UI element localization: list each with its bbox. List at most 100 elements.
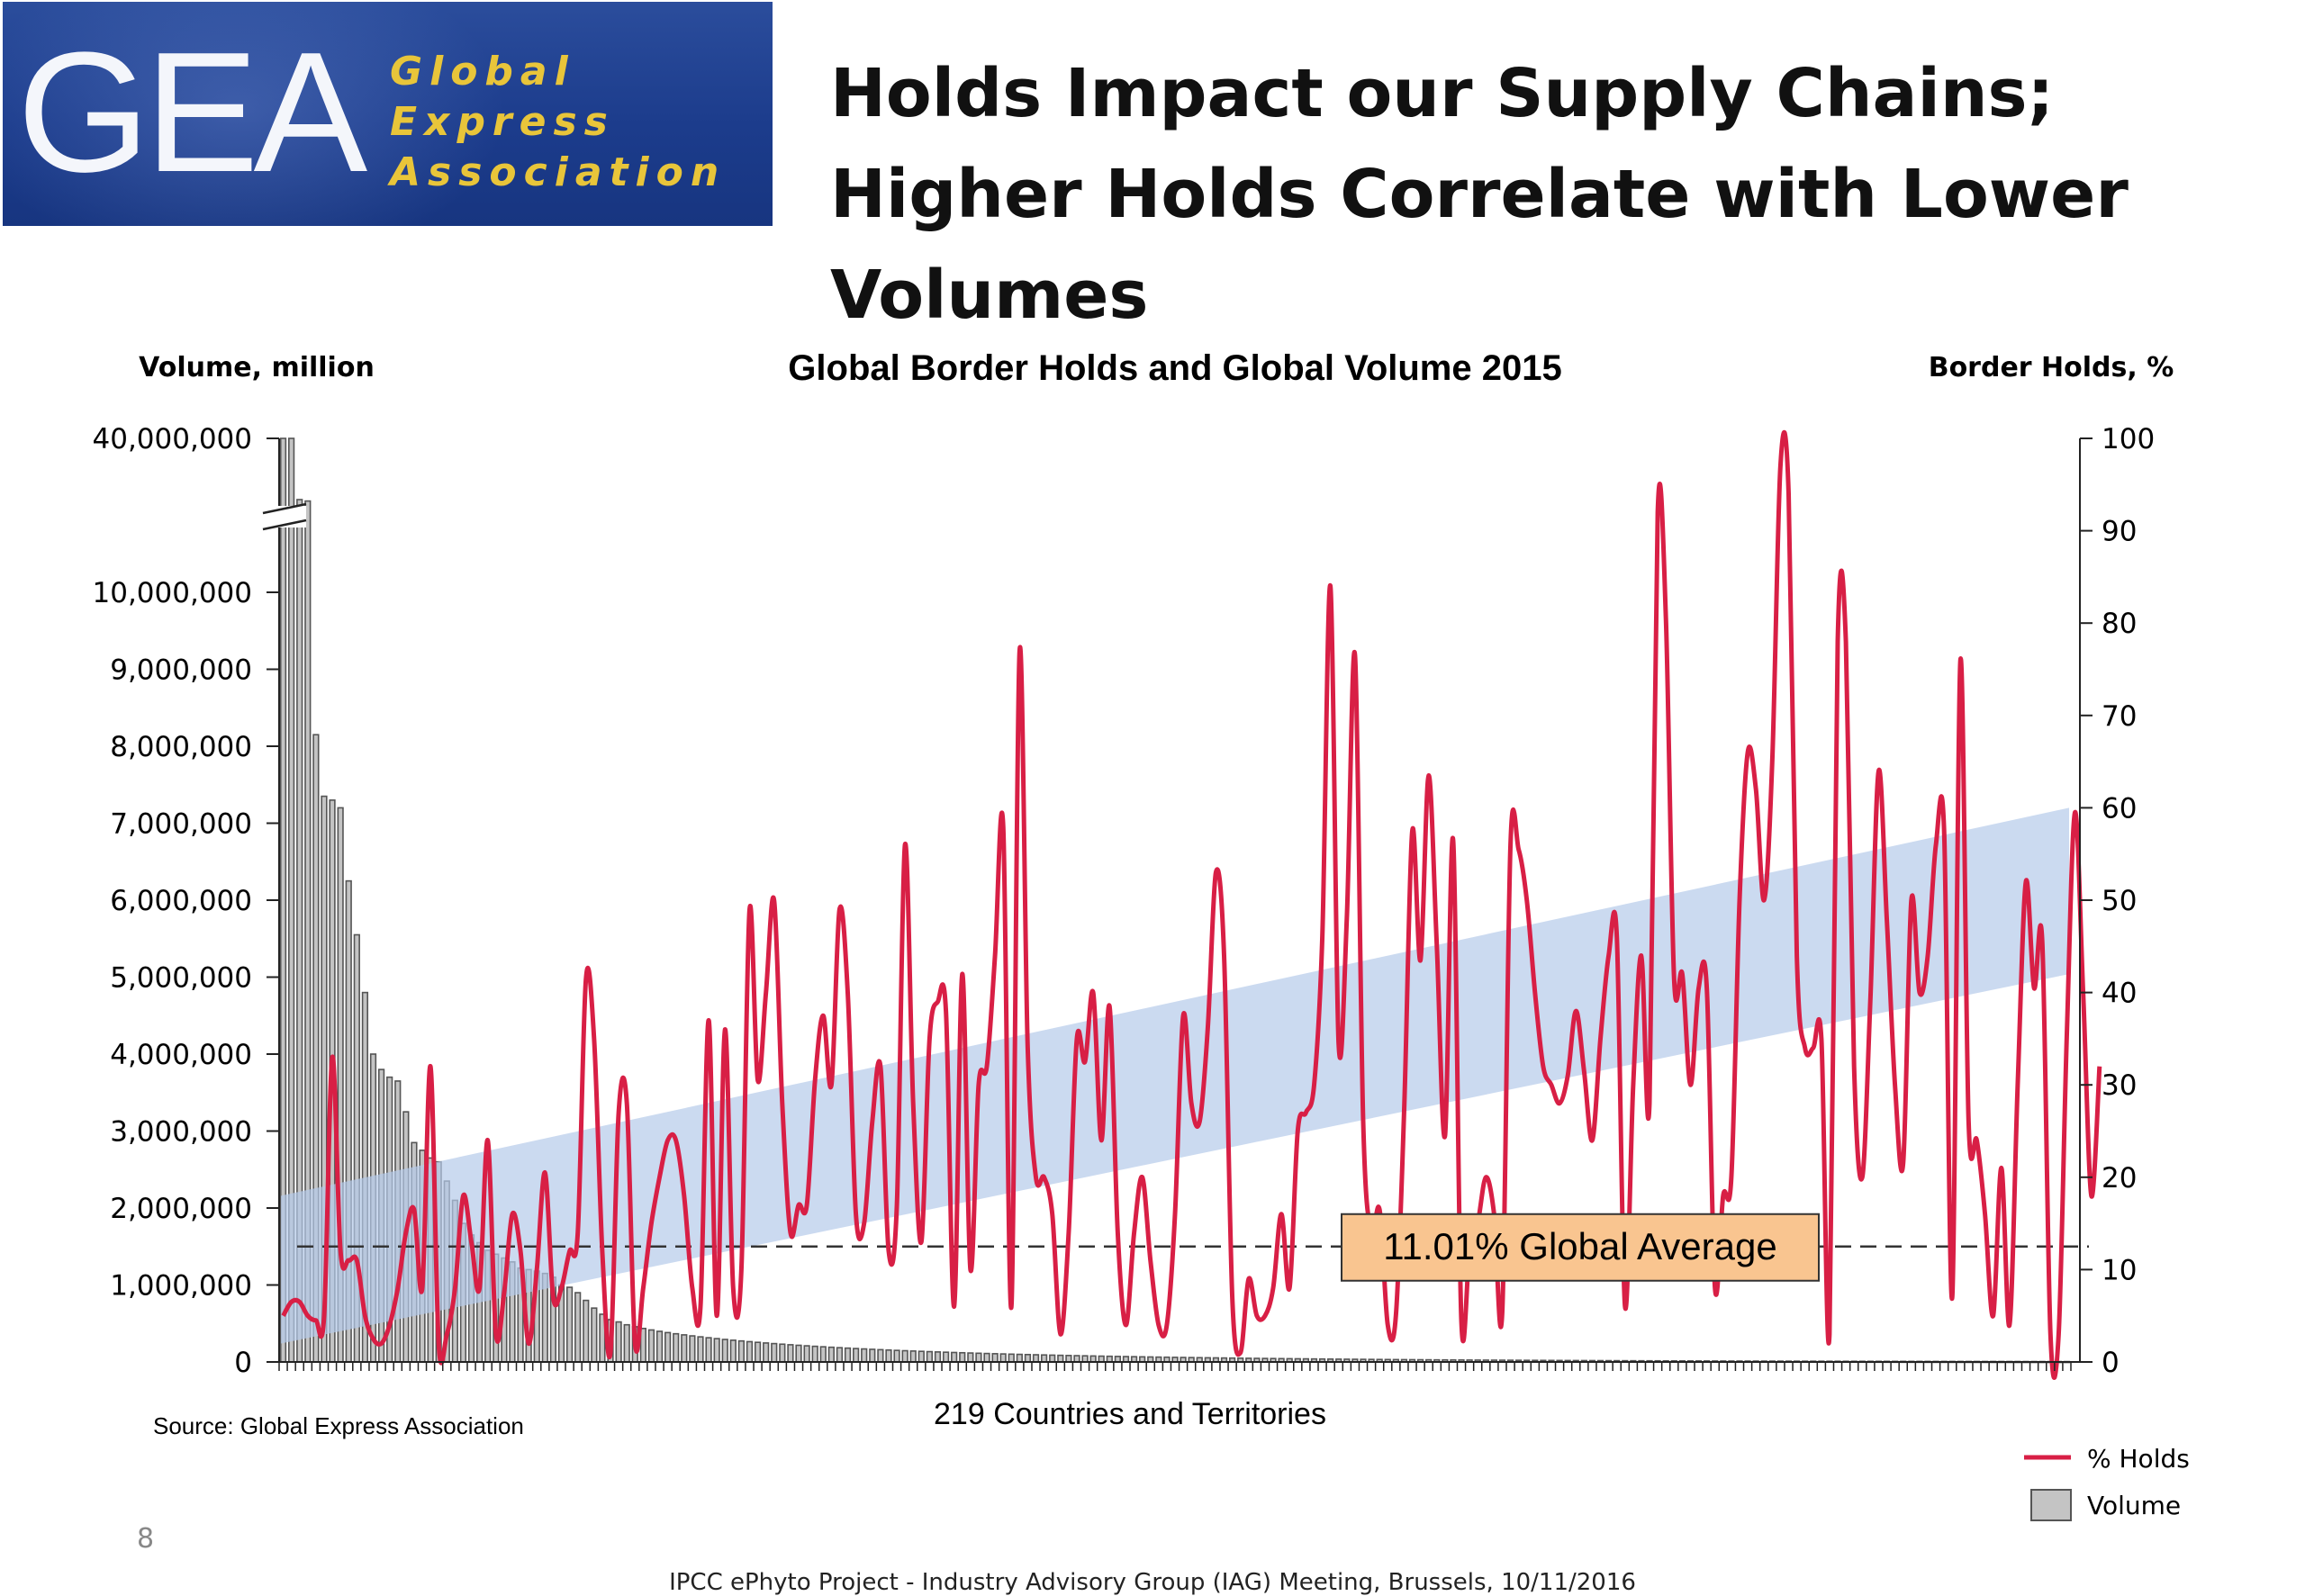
volume-bar (795, 1344, 802, 1363)
right-tick-label: 100 (2102, 423, 2155, 455)
left-tick-label: 6,000,000 (110, 885, 252, 917)
volume-bar (991, 1353, 999, 1363)
right-tick-label: 20 (2102, 1162, 2137, 1195)
volume-bar (1073, 1355, 1080, 1363)
legend-holds-label: % Holds (2087, 1444, 2190, 1474)
left-tick-label: 8,000,000 (110, 731, 252, 763)
axis-break-mark (262, 502, 307, 515)
right-tick-label: 80 (2102, 608, 2137, 640)
volume-bar (623, 1323, 630, 1363)
left-tick-label: 0 (234, 1347, 252, 1379)
legend-volume-label: Volume (2087, 1491, 2181, 1520)
volume-bar (909, 1350, 917, 1363)
left-tick-label: 3,000,000 (110, 1116, 252, 1149)
volume-bar (697, 1336, 704, 1363)
volume-bar (967, 1352, 974, 1363)
trend-band (281, 807, 2069, 1344)
volume-bar (713, 1338, 720, 1363)
volume-bar (827, 1346, 835, 1363)
global-average-label: 11.01% Global Average (1383, 1225, 1776, 1267)
volume-bar (1081, 1355, 1089, 1363)
axis-break-mark (262, 518, 307, 531)
right-tick-label: 60 (2102, 792, 2137, 825)
left-tick-label: 4,000,000 (110, 1039, 252, 1071)
right-tick-label: 50 (2102, 885, 2137, 917)
volume-bar (647, 1329, 655, 1363)
volume-bar (655, 1330, 664, 1363)
volume-bar (877, 1348, 884, 1363)
volume-bar (1049, 1354, 1056, 1363)
global-average-box (1341, 1213, 1820, 1282)
x-axis-label: 219 Countries and Territories (934, 1397, 1326, 1431)
right-tick-label: 0 (2102, 1347, 2120, 1379)
footer-text: IPCC ePhyto Project - Industry Advisory … (669, 1569, 1636, 1596)
volume-bar (1016, 1353, 1023, 1363)
volume-bar (844, 1347, 852, 1363)
volume-bar (746, 1340, 754, 1363)
volume-bar (893, 1349, 900, 1363)
left-tick-label: 5,000,000 (110, 962, 252, 995)
gea-logo: GEA Global Express Association (3, 2, 773, 226)
volume-bar (591, 1307, 598, 1363)
volume-bar (721, 1339, 728, 1363)
right-tick-label: 30 (2102, 1069, 2137, 1102)
volume-bar (983, 1352, 990, 1363)
holds-series-line (281, 429, 2102, 1381)
volume-bar (1040, 1354, 1048, 1363)
volume-bar (574, 1292, 582, 1363)
volume-bar (565, 1286, 574, 1363)
slide-headline: Holds Impact our Supply Chains; Higher H… (830, 55, 2129, 334)
volume-bar (664, 1331, 672, 1363)
volume-bar (771, 1342, 778, 1363)
volume-bar (615, 1321, 622, 1363)
left-tick-label: 9,000,000 (110, 654, 252, 687)
volume-bar (885, 1348, 892, 1363)
volume-bar (1057, 1354, 1064, 1363)
volume-bar (975, 1352, 982, 1363)
volume-bar (787, 1344, 794, 1363)
volume-bar (852, 1348, 860, 1363)
volume-bar (836, 1347, 844, 1363)
volume-bar (901, 1349, 908, 1363)
slide-number: 8 (137, 1523, 155, 1555)
left-tick-label: 1,000,000 (110, 1270, 252, 1303)
volume-bar (763, 1342, 770, 1363)
logo-tagline: Global Express Association (390, 47, 726, 198)
logo-acronym: GEA (17, 17, 367, 208)
legend-volume-swatch (2030, 1489, 2072, 1521)
volume-bar (869, 1348, 876, 1363)
volume-bar (729, 1339, 737, 1363)
volume-bar (681, 1334, 688, 1363)
volume-bar (959, 1351, 966, 1363)
volume-bar (861, 1348, 868, 1363)
volume-bar (737, 1339, 746, 1363)
left-tick-label: 7,000,000 (110, 808, 252, 841)
volume-bar (926, 1350, 934, 1363)
right-axis-label: Border Holds, % (1929, 352, 2174, 383)
volume-bar (1065, 1355, 1072, 1363)
logo-tagline-line-2: Express (390, 99, 615, 145)
holds-volume-chart: Volume, million Global Border Holds and G… (93, 348, 2190, 1521)
logo-glow (3, 2, 507, 226)
logo-tagline-line-3: Association (390, 149, 727, 195)
volume-bar (934, 1351, 942, 1363)
source-note: Source: Global Express Association (153, 1412, 524, 1439)
left-tick-label: 40,000,000 (93, 423, 253, 455)
right-tick-label: 70 (2102, 700, 2137, 733)
volume-bar (779, 1343, 786, 1363)
volume-bar (1032, 1354, 1040, 1363)
volume-bar (803, 1345, 810, 1363)
volume-bar (811, 1345, 818, 1363)
volume-bar (705, 1337, 712, 1363)
left-tick-label: 2,000,000 (110, 1193, 252, 1225)
volume-bar (1024, 1353, 1032, 1363)
right-tick-label: 10 (2102, 1254, 2137, 1286)
left-tick-label: 10,000,000 (93, 577, 253, 609)
volume-bar (689, 1335, 696, 1363)
volume-bar (754, 1341, 762, 1363)
volume-bar (999, 1353, 1007, 1363)
chart-title: Global Border Holds and Global Volume 20… (788, 348, 1561, 388)
volume-bar (819, 1346, 827, 1363)
logo-tagline-line-1: Global (390, 49, 575, 95)
volume-bar (673, 1332, 680, 1363)
